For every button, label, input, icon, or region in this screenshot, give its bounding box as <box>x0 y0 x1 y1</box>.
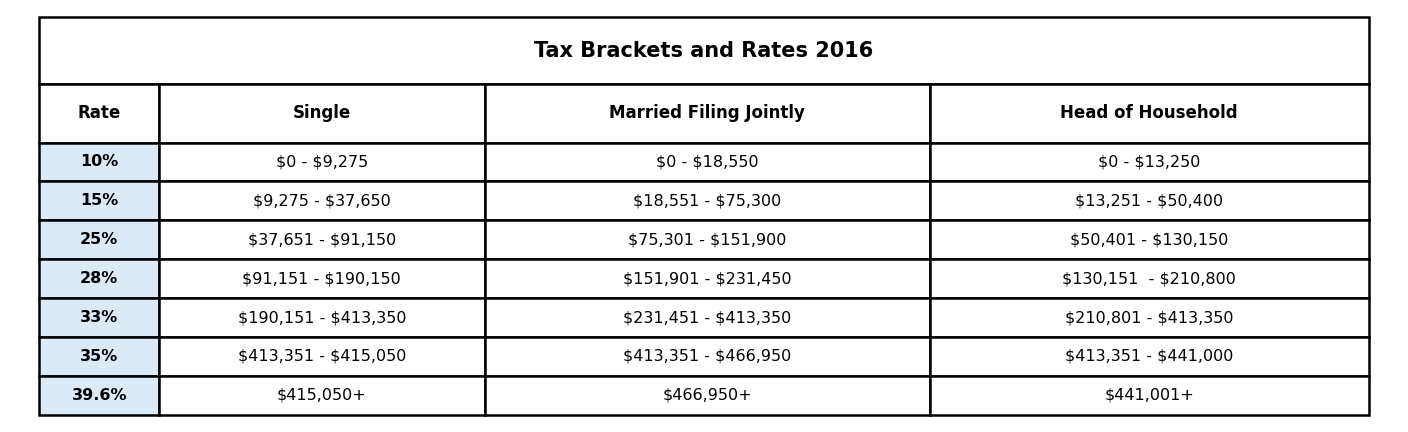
Bar <box>929 143 1369 181</box>
Bar <box>484 298 929 337</box>
Text: \$75,301 - \$151,900: \$75,301 - \$151,900 <box>628 232 787 247</box>
Text: \$413,351 - \$415,050: \$413,351 - \$415,050 <box>238 349 406 364</box>
Text: Rate: Rate <box>77 105 121 122</box>
Bar <box>39 337 159 376</box>
Text: \$231,451 - \$413,350: \$231,451 - \$413,350 <box>624 310 791 325</box>
Text: Tax Brackets and Rates 2016: Tax Brackets and Rates 2016 <box>535 41 873 61</box>
Bar <box>159 143 484 181</box>
Text: \$9,275 - \$37,650: \$9,275 - \$37,650 <box>253 194 391 208</box>
Text: Single: Single <box>293 105 351 122</box>
Bar <box>929 84 1369 143</box>
Bar <box>929 337 1369 376</box>
Bar <box>929 376 1369 415</box>
Bar <box>159 181 484 220</box>
Bar <box>159 376 484 415</box>
Bar <box>484 143 929 181</box>
Bar <box>39 376 159 415</box>
Text: 25%: 25% <box>80 232 118 247</box>
Bar <box>159 259 484 298</box>
Bar <box>39 181 159 220</box>
Text: \$0 - \$9,275: \$0 - \$9,275 <box>276 155 367 169</box>
Bar <box>39 84 159 143</box>
Bar <box>929 181 1369 220</box>
Text: \$50,401 - \$130,150: \$50,401 - \$130,150 <box>1070 232 1228 247</box>
Text: \$415,050+: \$415,050+ <box>277 388 366 403</box>
Text: \$413,351 - \$441,000: \$413,351 - \$441,000 <box>1064 349 1233 364</box>
Text: Married Filing Jointly: Married Filing Jointly <box>610 105 805 122</box>
Text: 28%: 28% <box>80 271 118 286</box>
Bar <box>39 143 159 181</box>
Bar <box>39 17 1369 84</box>
Text: 35%: 35% <box>80 349 118 364</box>
Text: \$0 - \$13,250: \$0 - \$13,250 <box>1098 155 1201 169</box>
Text: \$413,351 - \$466,950: \$413,351 - \$466,950 <box>624 349 791 364</box>
Bar <box>484 259 929 298</box>
Bar <box>929 259 1369 298</box>
Text: Head of Household: Head of Household <box>1060 105 1238 122</box>
Bar <box>484 376 929 415</box>
Bar <box>39 220 159 259</box>
Bar <box>929 298 1369 337</box>
Text: \$190,151 - \$413,350: \$190,151 - \$413,350 <box>238 310 406 325</box>
Bar <box>484 84 929 143</box>
Text: 33%: 33% <box>80 310 118 325</box>
Text: \$130,151  - \$210,800: \$130,151 - \$210,800 <box>1062 271 1236 286</box>
Text: \$151,901 - \$231,450: \$151,901 - \$231,450 <box>622 271 791 286</box>
Text: 39.6%: 39.6% <box>72 388 127 403</box>
Bar <box>159 220 484 259</box>
Bar <box>484 220 929 259</box>
Bar <box>159 337 484 376</box>
Text: \$91,151 - \$190,150: \$91,151 - \$190,150 <box>242 271 401 286</box>
Bar <box>484 181 929 220</box>
Text: 10%: 10% <box>80 155 118 169</box>
Text: \$18,551 - \$75,300: \$18,551 - \$75,300 <box>634 194 781 208</box>
Bar <box>929 220 1369 259</box>
Bar <box>159 84 484 143</box>
Bar <box>484 337 929 376</box>
Bar <box>159 298 484 337</box>
Text: \$441,001+: \$441,001+ <box>1104 388 1194 403</box>
Text: 15%: 15% <box>80 194 118 208</box>
Text: \$37,651 - \$91,150: \$37,651 - \$91,150 <box>248 232 396 247</box>
Text: \$210,801 - \$413,350: \$210,801 - \$413,350 <box>1064 310 1233 325</box>
Text: \$466,950+: \$466,950+ <box>663 388 752 403</box>
Bar <box>39 259 159 298</box>
Bar <box>39 298 159 337</box>
Text: \$13,251 - \$50,400: \$13,251 - \$50,400 <box>1076 194 1224 208</box>
Text: \$0 - \$18,550: \$0 - \$18,550 <box>656 155 759 169</box>
